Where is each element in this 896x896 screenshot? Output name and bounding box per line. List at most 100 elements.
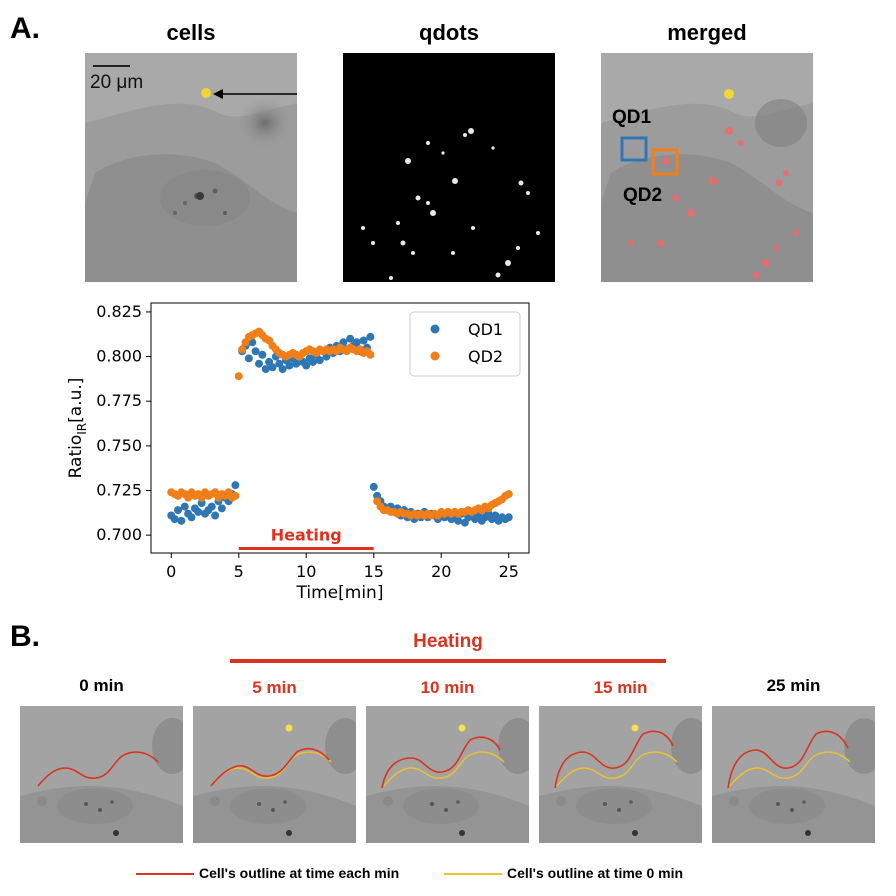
scalebar-label: 20 μm: [90, 72, 144, 93]
heating-annotation: Heating: [271, 526, 342, 545]
outline-current: [381, 736, 501, 789]
y-axis: 0.700 0.725 0.750 0.775 0.800 0.825: [96, 302, 151, 544]
point-qd2: [504, 490, 513, 499]
point-qd1: [359, 336, 368, 345]
legend-line-zero: [444, 873, 502, 875]
timepoint-15: 15 min: [593, 678, 648, 697]
y-tick-label: 0.775: [96, 391, 142, 410]
qdots-image: [343, 53, 555, 282]
outline-zero: [383, 751, 505, 787]
title-merged: merged: [667, 20, 747, 45]
outline-zero: [556, 751, 678, 787]
outline-current: [727, 730, 849, 789]
legend-text-zero: Cell's outline at time 0 min: [507, 865, 684, 881]
legend-marker-qd1: [430, 324, 440, 334]
point-qd1: [261, 365, 270, 374]
point-qd1: [258, 350, 267, 359]
point-qd1: [268, 363, 277, 372]
panel-b-legend: Cell's outline at time each min Cell's o…: [136, 864, 756, 886]
timepoint-25: 25 min: [766, 676, 821, 695]
merged-image: [601, 53, 813, 282]
point-qd1: [211, 511, 220, 520]
roi-label-qd2: QD2: [623, 185, 663, 206]
legend-label-qd1: QD1: [468, 320, 503, 339]
point-qd1: [504, 513, 513, 522]
point-qd1: [244, 354, 253, 363]
point-qd1: [180, 502, 189, 511]
legend-text-each: Cell's outline at time each min: [199, 865, 400, 881]
timepoint-image: [20, 706, 183, 843]
y-axis-label-sub: IR: [75, 423, 89, 435]
point-qd1: [251, 347, 260, 356]
x-tick-label: 15: [364, 562, 384, 581]
y-axis-label: RatioIR[a.u.]: [66, 378, 89, 479]
x-tick-label: 20: [431, 562, 451, 581]
x-axis: 0 5 10 15 20 25: [166, 553, 519, 581]
point-qd1: [285, 361, 294, 370]
point-qd1: [177, 516, 186, 525]
x-tick-label: 25: [499, 562, 519, 581]
point-qd1: [352, 338, 361, 347]
point-qd1: [454, 516, 463, 525]
timepoint-image: [712, 706, 875, 843]
point-qd1: [207, 502, 216, 511]
timepoint-image: [539, 706, 702, 843]
timepoint-image: [193, 706, 356, 843]
point-qd1: [278, 365, 287, 374]
heating-bar-b: [230, 659, 666, 663]
marker-dot: [285, 724, 293, 732]
point-qd1: [302, 361, 311, 370]
point-qd2: [238, 345, 247, 354]
y-tick-label: 0.725: [96, 481, 142, 500]
outline-zero: [729, 751, 851, 787]
y-tick-label: 0.700: [96, 525, 142, 544]
marker-dot: [458, 724, 466, 732]
outline-current: [210, 747, 330, 787]
panel-a-letter: A.: [10, 12, 40, 45]
panel-b-letter: B.: [10, 620, 40, 653]
point-qd1: [315, 356, 324, 365]
legend-label-qd2: QD2: [468, 347, 503, 366]
y-tick-label: 0.825: [96, 302, 142, 321]
point-qd1: [174, 506, 182, 515]
title-qdots: qdots: [419, 20, 479, 45]
outline-current: [37, 751, 159, 787]
point-qd1: [292, 359, 301, 368]
x-tick-label: 0: [166, 562, 176, 581]
y-axis-label-unit: [a.u.]: [66, 378, 86, 423]
cells-image: [85, 53, 297, 282]
y-axis-label-main: Ratio: [66, 435, 86, 479]
point-qd1: [346, 334, 355, 343]
point-qd2: [366, 350, 375, 359]
y-tick-label: 0.750: [96, 436, 142, 455]
timepoint-image: [366, 706, 529, 843]
roi-label-qd1: QD1: [612, 107, 652, 128]
point-qd1: [187, 513, 196, 522]
title-cells: cells: [166, 20, 216, 45]
point-qd1: [170, 515, 179, 524]
point-qd2: [231, 491, 240, 500]
point-qd1: [231, 481, 240, 490]
x-tick-label: 10: [296, 562, 316, 581]
point-qd1: [255, 359, 263, 368]
marker-dot: [631, 724, 639, 732]
point-qd1: [217, 504, 226, 513]
x-tick-label: 5: [234, 562, 244, 581]
y-tick-label: 0.800: [96, 347, 142, 366]
point-qd2: [234, 372, 243, 381]
point-qd1: [309, 357, 317, 366]
timepoint-0: 0 min: [79, 676, 124, 695]
point-qd1: [366, 332, 375, 341]
chart-legend: QD1 QD2: [409, 311, 521, 377]
point-qd1: [369, 482, 378, 491]
heating-label: Heating: [413, 631, 483, 652]
timepoint-10: 10 min: [420, 678, 475, 697]
data-points: [167, 327, 513, 527]
legend-marker-qd2: [430, 351, 440, 361]
point-qd1: [194, 507, 203, 516]
x-axis-label: Time[min]: [296, 583, 384, 603]
outline-current: [554, 730, 674, 789]
timepoint-5: 5 min: [252, 678, 297, 697]
ratio-chart: 0.700 0.725 0.750 0.775 0.800 0.825 0 5 10 15 20 2…: [66, 302, 530, 603]
legend-line-each: [136, 873, 194, 875]
